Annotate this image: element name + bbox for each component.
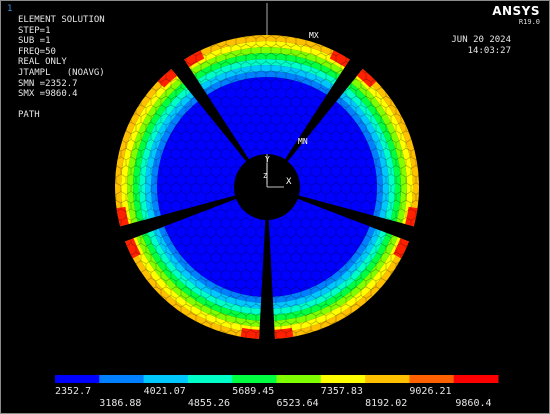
legend-label: 3186.88 bbox=[99, 398, 141, 409]
max-marker: MX bbox=[309, 31, 319, 40]
legend-label: 4855.26 bbox=[188, 398, 230, 409]
solution-info-line: PATH bbox=[18, 110, 40, 121]
legend-swatch bbox=[143, 375, 189, 383]
legend-swatch bbox=[55, 375, 100, 383]
solution-info-line: JTAMPL (NOAVG) bbox=[18, 67, 105, 78]
legend-label: 9860.4 bbox=[455, 398, 491, 409]
legend-label: 5689.45 bbox=[232, 386, 274, 397]
solution-info-line: ELEMENT SOLUTION bbox=[18, 15, 105, 25]
axis-y-label: Y bbox=[265, 155, 270, 164]
legend-swatch bbox=[276, 375, 322, 383]
solution-info-line: REAL ONLY bbox=[18, 57, 67, 68]
legend-label: 2352.7 bbox=[55, 386, 91, 397]
legend-label: 6523.64 bbox=[277, 398, 319, 409]
legend-bar bbox=[55, 375, 499, 383]
legend-swatch bbox=[99, 375, 145, 383]
cable-cross-section bbox=[115, 35, 419, 339]
ansys-version: R19.0 bbox=[518, 18, 540, 26]
solution-info-line: STEP=1 bbox=[18, 25, 51, 36]
legend-labels: 2352.7 4021.07 5689.45 7357.83 9026.21 3186.8… bbox=[55, 386, 492, 409]
conductor-sector bbox=[125, 198, 266, 339]
axis-x-label: X bbox=[286, 177, 292, 187]
solution-info-line: SUB =1 bbox=[18, 36, 51, 47]
legend-label: 4021.07 bbox=[144, 386, 186, 397]
ansys-logo: ANSYS R19.0 bbox=[492, 4, 540, 26]
date-label: JUN 20 2024 bbox=[451, 35, 511, 45]
legend-label: 9026.21 bbox=[409, 386, 451, 397]
conductor-sector bbox=[184, 35, 350, 160]
ansys-logo-name: ANSYS bbox=[492, 4, 540, 18]
legend-swatch bbox=[365, 375, 410, 383]
min-marker: MN bbox=[298, 137, 308, 146]
conductor-sector bbox=[115, 68, 247, 227]
time-label: 14:03:27 bbox=[467, 45, 511, 56]
conductor-sector bbox=[287, 68, 419, 227]
solution-info: ELEMENT SOLUTION STEP=1 SUB =1 FREQ=50 REAL … bbox=[18, 15, 105, 121]
triad: Y Z X bbox=[263, 155, 292, 188]
legend-label: 8192.02 bbox=[365, 398, 407, 409]
solution-info-line: FREQ=50 bbox=[18, 46, 56, 57]
legend-swatch bbox=[187, 375, 233, 383]
date-time: JUN 20 2024 14:03:27 bbox=[451, 35, 511, 56]
legend-swatch bbox=[320, 375, 366, 383]
solution-info-line: SMX =9860.4 bbox=[18, 89, 78, 100]
legend-swatch bbox=[453, 375, 499, 383]
legend-label: 7357.83 bbox=[321, 386, 363, 397]
legend-swatch bbox=[409, 375, 455, 383]
axis-z-label: Z bbox=[263, 172, 267, 180]
window-number: 1 bbox=[7, 4, 13, 14]
conductor-sector bbox=[268, 198, 409, 339]
solution-info-line: SMN =2352.7 bbox=[18, 78, 78, 89]
legend-swatch bbox=[232, 375, 277, 383]
